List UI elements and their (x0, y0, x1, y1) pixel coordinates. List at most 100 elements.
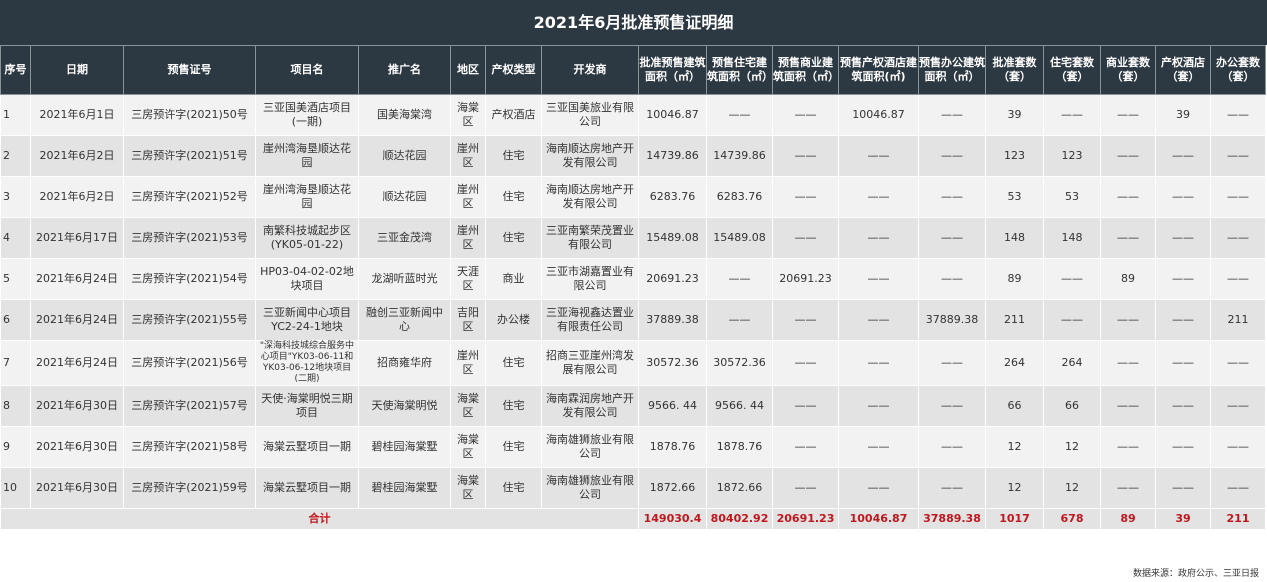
table-cell: —— (1210, 385, 1266, 427)
table-cell: 三亚海视鑫达置业有限责任公司 (541, 299, 639, 341)
table-title: 2021年6月批准预售证明细 (0, 0, 1267, 45)
table-cell: —— (838, 258, 919, 300)
table-cell: —— (838, 340, 919, 386)
table-cell: —— (706, 94, 773, 136)
table-cell: 崖州区 (450, 217, 486, 259)
table-cell: 三房预许字(2021)51号 (123, 135, 256, 177)
total-cell: 20691.23 (772, 508, 839, 530)
table-cell: 住宅 (485, 217, 542, 259)
table-cell: 2021年6月17日 (30, 217, 124, 259)
total-row: 合计 149030.4 80402.92 20691.23 10046.87 37889.… (0, 508, 1266, 530)
table-cell: 产权酒店 (485, 94, 542, 136)
table-cell: —— (1155, 135, 1211, 177)
table-cell: —— (1043, 299, 1101, 341)
table-cell: 1 (0, 94, 31, 136)
column-header: 预售办公建筑面积（㎡） (918, 45, 986, 95)
table-cell: —— (1155, 217, 1211, 259)
column-header: 办公套数（套） (1210, 45, 1266, 95)
table-cell: 三亚南繁荣茂置业有限公司 (541, 217, 639, 259)
table-cell: —— (706, 299, 773, 341)
table-cell: 2021年6月1日 (30, 94, 124, 136)
table-cell: 14739.86 (638, 135, 707, 177)
table-cell: —— (1210, 258, 1266, 300)
table-cell: —— (1210, 217, 1266, 259)
table-cell: 海棠区 (450, 426, 486, 468)
table-cell: —— (1100, 94, 1156, 136)
table-cell: 三亚新闻中心项目YC2-24-1地块 (255, 299, 359, 341)
table-cell: 2021年6月30日 (30, 426, 124, 468)
table-cell: 53 (985, 176, 1044, 218)
table-cell: 15489.08 (706, 217, 773, 259)
table-cell: 2021年6月2日 (30, 176, 124, 218)
column-header: 序号 (0, 45, 31, 95)
table-cell: —— (772, 135, 839, 177)
table-cell: 三亚国美酒店项目(一期) (255, 94, 359, 136)
table-cell: 住宅 (485, 426, 542, 468)
total-cell: 39 (1155, 508, 1211, 530)
data-source: 数据来源：政府公示、三亚日报 (1132, 569, 1259, 579)
table-cell: 碧桂园海棠墅 (358, 467, 451, 509)
table-cell: 三房预许字(2021)55号 (123, 299, 256, 341)
table-cell: —— (1100, 135, 1156, 177)
column-header: 开发商 (541, 45, 639, 95)
table-cell: —— (772, 217, 839, 259)
table-cell: 2 (0, 135, 31, 177)
column-header: 住宅套数（套） (1043, 45, 1101, 95)
table-cell: —— (1100, 426, 1156, 468)
column-header: 推广名 (358, 45, 451, 95)
table-cell: 148 (1043, 217, 1101, 259)
column-header: 预售证号 (123, 45, 256, 95)
table-cell: 12 (985, 467, 1044, 509)
table-cell: —— (918, 426, 986, 468)
table-cell: 2021年6月2日 (30, 135, 124, 177)
column-header: 产权类型 (485, 45, 542, 95)
table-cell: 1872.66 (706, 467, 773, 509)
total-cell: 10046.87 (838, 508, 919, 530)
table-cell: —— (838, 299, 919, 341)
table-cell: 14739.86 (706, 135, 773, 177)
table-cell: 37889.38 (918, 299, 986, 341)
table-cell: 顺达花园 (358, 176, 451, 218)
table-cell: 6 (0, 299, 31, 341)
table-cell: —— (1155, 385, 1211, 427)
table-cell: —— (838, 217, 919, 259)
table-cell: 30572.36 (706, 340, 773, 386)
table-cell: "深海科技城综合服务中心项目"YK03-06-11和YK03-06-12地块项目… (255, 340, 359, 386)
table-cell: —— (1100, 217, 1156, 259)
total-cell: 211 (1210, 508, 1266, 530)
header-row: 序号 日期 预售证号 项目名 推广名 地区 产权类型 开发商 批准预售建筑面积（㎡） 预售住宅建筑… (0, 45, 1266, 95)
table-cell: 2021年6月30日 (30, 385, 124, 427)
total-cell: 678 (1043, 508, 1101, 530)
table-cell: —— (918, 340, 986, 386)
table-cell: 办公楼 (485, 299, 542, 341)
table-cell: 15489.08 (638, 217, 707, 259)
table-cell: —— (1100, 176, 1156, 218)
table-cell: 海南雄狮旅业有限公司 (541, 467, 639, 509)
table-cell: 南繁科技城起步区(YK05-01-22) (255, 217, 359, 259)
table-cell: 211 (985, 299, 1044, 341)
table-cell: —— (1100, 340, 1156, 386)
table-cell: 12 (985, 426, 1044, 468)
column-header: 预售住宅建筑面积（㎡） (706, 45, 773, 95)
table-cell: —— (838, 467, 919, 509)
table-cell: 海棠区 (450, 385, 486, 427)
table-cell: 264 (985, 340, 1044, 386)
table-cell: 264 (1043, 340, 1101, 386)
table-cell: 融创三亚新闻中心 (358, 299, 451, 341)
table-cell: 20691.23 (772, 258, 839, 300)
table-cell: —— (838, 426, 919, 468)
table-cell: 2021年6月24日 (30, 258, 124, 300)
table-cell: —— (918, 176, 986, 218)
table-row: 4 2021年6月17日 三房预许字(2021)53号 南繁科技城起步区(YK05-0… (0, 217, 1266, 259)
table-cell: 2021年6月30日 (30, 467, 124, 509)
table-row: 9 2021年6月30日 三房预许字(2021)58号 海棠云墅项目一期 碧桂园海棠墅海… (0, 426, 1266, 468)
table-cell: 三房预许字(2021)57号 (123, 385, 256, 427)
table-cell: —— (1155, 340, 1211, 386)
table-cell: —— (1043, 258, 1101, 300)
table-cell: —— (1155, 299, 1211, 341)
table-cell: —— (1210, 467, 1266, 509)
table-row: 2 2021年6月2日 三房预许字(2021)51号 崖州湾海垦顺达花园 顺达花园 崖州区… (0, 135, 1266, 177)
total-cell: 37889.38 (918, 508, 986, 530)
table-cell: 崖州区 (450, 340, 486, 386)
column-header: 预售商业建筑面积（㎡） (772, 45, 839, 95)
